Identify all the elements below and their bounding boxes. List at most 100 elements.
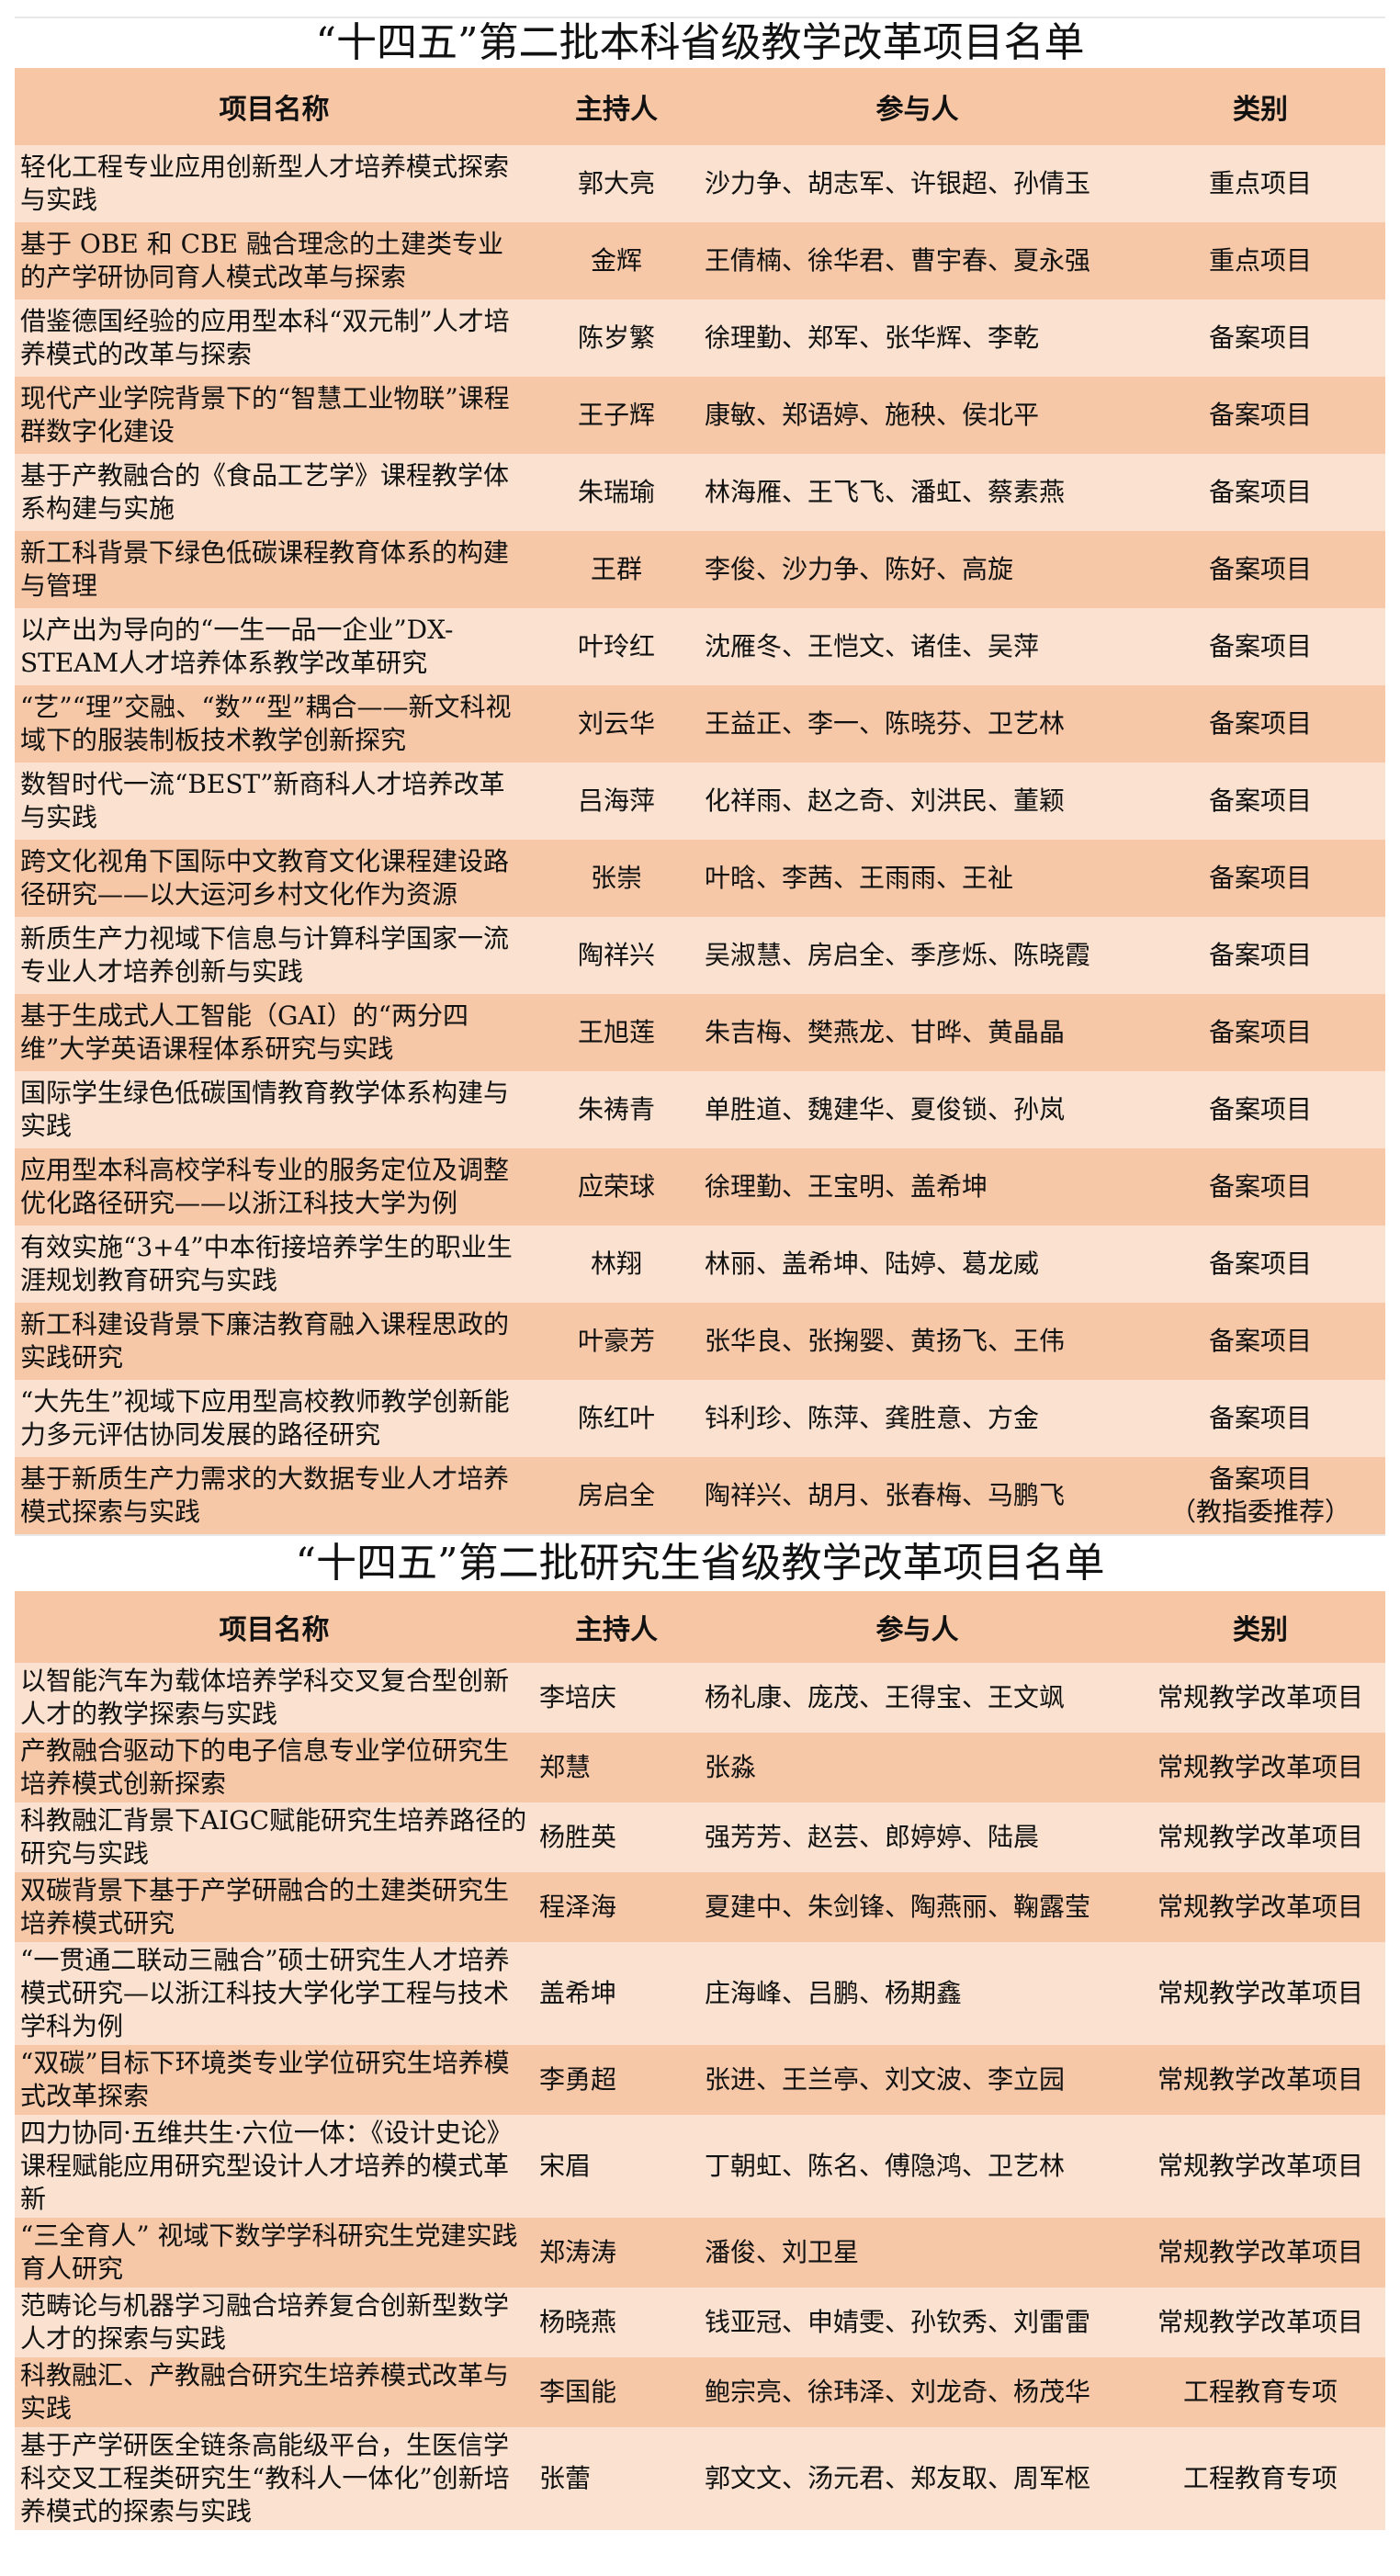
header-participants: 参与人 (699, 68, 1135, 145)
cell-host: 应荣球 (534, 1148, 699, 1226)
table-row: 现代产业学院背景下的“智慧工业物联”课程群数字化建设 王子辉 康敏、郑语婷、施秧、侯… (15, 377, 1385, 454)
cell-host: 郑涛涛 (534, 2218, 699, 2288)
cell-participants: 康敏、郑语婷、施秧、侯北平 (699, 377, 1135, 454)
cell-category: 重点项目 (1135, 222, 1385, 299)
cell-host: 王子辉 (534, 377, 699, 454)
table-row: 数智时代一流“BEST”新商科人才培养改革与实践 吕海萍 化祥雨、赵之奇、刘洪民、董… (15, 763, 1385, 840)
cell-host: 张蕾 (534, 2427, 699, 2530)
cell-participants: 单胜道、魏建华、夏俊锁、孙岚 (699, 1071, 1135, 1148)
cell-participants: 王益正、李一、陈晓芬、卫艺林 (699, 685, 1135, 763)
table-row: 产教融合驱动下的电子信息专业学位研究生培养模式创新探索 郑慧 张淼 常规教学改革项目 (15, 1733, 1385, 1802)
undergrad-title: “十四五”第二批本科省级教学改革项目名单 (15, 17, 1385, 68)
cell-host: 叶玲红 (534, 608, 699, 685)
cell-host: 李培庆 (534, 1663, 699, 1733)
table-row: 借鉴德国经验的应用型本科“双元制”人才培养模式的改革与探索 陈岁繁 徐理勤、郑军、张… (15, 299, 1385, 377)
cell-category: 备案项目 (1135, 994, 1385, 1071)
header-host: 主持人 (534, 1591, 699, 1663)
cell-participants: 钭利珍、陈萍、龚胜意、方金 (699, 1380, 1135, 1457)
table-header: 项目名称 主持人 参与人 类别 (15, 1591, 1385, 1663)
cell-participants: 钱亚冠、申婧雯、孙钦秀、刘雷雷 (699, 2288, 1135, 2357)
cell-host: 陈红叶 (534, 1380, 699, 1457)
cell-category: 备案项目 (1135, 531, 1385, 608)
cell-category: 备案项目 (1135, 840, 1385, 917)
cell-host: 陈岁繁 (534, 299, 699, 377)
cell-participants: 朱吉梅、樊燕龙、甘晔、黄晶晶 (699, 994, 1135, 1071)
table-row: 基于 OBE 和 CBE 融合理念的土建类专业的产学研协同育人模式改革与探索 金辉… (15, 222, 1385, 299)
cell-host: 郭大亮 (534, 145, 699, 222)
header-project-name: 项目名称 (15, 68, 534, 145)
cell-participants: 沙力争、胡志军、许银超、孙倩玉 (699, 145, 1135, 222)
cell-participants: 李俊、沙力争、陈好、高旋 (699, 531, 1135, 608)
table-row: 四力协同·五维共生·六位一体：《设计史论》课程赋能应用研究型设计人才培养的模式革… (15, 2115, 1385, 2218)
table-row: “大先生”视域下应用型高校教师教学创新能力多元评估协同发展的路径研究 陈红叶 钭利珍… (15, 1380, 1385, 1457)
graduate-title: “十四五”第二批研究生省级教学改革项目名单 (15, 1534, 1385, 1591)
cell-project-name: 基于新质生产力需求的大数据专业人才培养模式探索与实践 (15, 1457, 534, 1534)
cell-participants: 林丽、盖希坤、陆婷、葛龙威 (699, 1226, 1135, 1303)
table-row: “双碳”目标下环境类专业学位研究生培养模式改革探索 李勇超 张进、王兰亭、刘文波、李… (15, 2045, 1385, 2115)
cell-project-name: “三全育人” 视域下数学学科研究生党建实践育人研究 (15, 2218, 534, 2288)
cell-category: 常规教学改革项目 (1135, 1942, 1385, 2045)
cell-category: 常规教学改革项目 (1135, 1872, 1385, 1942)
cell-category: 常规教学改革项目 (1135, 1802, 1385, 1872)
cell-category: 备案项目 (1135, 1148, 1385, 1226)
table-row: 以智能汽车为载体培养学科交叉复合型创新人才的教学探索与实践 李培庆 杨礼康、庞茂、王… (15, 1663, 1385, 1733)
cell-project-name: 有效实施“3+4”中本衔接培养学生的职业生涯规划教育研究与实践 (15, 1226, 534, 1303)
cell-category: 工程教育专项 (1135, 2357, 1385, 2427)
cell-project-name: 基于 OBE 和 CBE 融合理念的土建类专业的产学研协同育人模式改革与探索 (15, 222, 534, 299)
cell-participants: 徐理勤、王宝明、盖希坤 (699, 1148, 1135, 1226)
header-category: 类别 (1135, 68, 1385, 145)
cell-category: 备案项目 (1135, 454, 1385, 531)
header-host: 主持人 (534, 68, 699, 145)
table-row: 科教融汇背景下AIGC赋能研究生培养路径的研究与实践 杨胜英 强芳芳、赵芸、郎婷婷、… (15, 1802, 1385, 1872)
cell-category: 常规教学改革项目 (1135, 1733, 1385, 1802)
table-row: 有效实施“3+4”中本衔接培养学生的职业生涯规划教育研究与实践 林翔 林丽、盖希坤、… (15, 1226, 1385, 1303)
document: “十四五”第二批本科省级教学改革项目名单 项目名称 主持人 参与人 类别 轻化工… (15, 17, 1385, 2530)
cell-participants: 张进、王兰亭、刘文波、李立园 (699, 2045, 1135, 2115)
table-row: 科教融汇、产教融合研究生培养模式改革与实践 李国能 鲍宗亮、徐玮泽、刘龙奇、杨茂华工… (15, 2357, 1385, 2427)
cell-host: 盖希坤 (534, 1942, 699, 2045)
cell-category: 常规教学改革项目 (1135, 1663, 1385, 1733)
table-header: 项目名称 主持人 参与人 类别 (15, 68, 1385, 145)
cell-participants: 化祥雨、赵之奇、刘洪民、董颖 (699, 763, 1135, 840)
cell-category: 备案项目 (1135, 763, 1385, 840)
cell-participants: 郭文文、汤元君、郑友取、周军枢 (699, 2427, 1135, 2530)
cell-participants: 吴淑慧、房启全、季彦烁、陈晓霞 (699, 917, 1135, 994)
cell-host: 朱祷青 (534, 1071, 699, 1148)
cell-host: 吕海萍 (534, 763, 699, 840)
cell-project-name: 现代产业学院背景下的“智慧工业物联”课程群数字化建设 (15, 377, 534, 454)
table-row: 应用型本科高校学科专业的服务定位及调整优化路径研究——以浙江科技大学为例 应荣球徐… (15, 1148, 1385, 1226)
cell-host: 杨胜英 (534, 1802, 699, 1872)
table-row: 跨文化视角下国际中文教育文化课程建设路径研究——以大运河乡村文化作为资源 张崇 叶晗… (15, 840, 1385, 917)
cell-host: 李勇超 (534, 2045, 699, 2115)
table-row: 基于生成式人工智能（GAI）的“两分四维”大学英语课程体系研究与实践 王旭莲 朱吉梅… (15, 994, 1385, 1071)
cell-participants: 王倩楠、徐华君、曹宇春、夏永强 (699, 222, 1135, 299)
cell-category: 常规教学改革项目 (1135, 2045, 1385, 2115)
cell-participants: 庄海峰、吕鹏、杨期鑫 (699, 1942, 1135, 2045)
cell-host: 王旭莲 (534, 994, 699, 1071)
table-row: 范畴论与机器学习融合培养复合创新型数学人才的探索与实践 杨晓燕 钱亚冠、申婧雯、孙钦… (15, 2288, 1385, 2357)
table-row: 国际学生绿色低碳国情教育教学体系构建与实践 朱祷青 单胜道、魏建华、夏俊锁、孙岚 备案… (15, 1071, 1385, 1148)
cell-project-name: 双碳背景下基于产学研融合的土建类研究生培养模式研究 (15, 1872, 534, 1942)
cell-project-name: 跨文化视角下国际中文教育文化课程建设路径研究——以大运河乡村文化作为资源 (15, 840, 534, 917)
cell-participants: 张华良、张掬婴、黄扬飞、王伟 (699, 1303, 1135, 1380)
cell-project-name: 借鉴德国经验的应用型本科“双元制”人才培养模式的改革与探索 (15, 299, 534, 377)
cell-project-name: 基于生成式人工智能（GAI）的“两分四维”大学英语课程体系研究与实践 (15, 994, 534, 1071)
cell-project-name: 新质生产力视域下信息与计算科学国家一流专业人才培养创新与实践 (15, 917, 534, 994)
cell-project-name: 应用型本科高校学科专业的服务定位及调整优化路径研究——以浙江科技大学为例 (15, 1148, 534, 1226)
table-row: 新质生产力视域下信息与计算科学国家一流专业人才培养创新与实践 陶祥兴 吴淑慧、房启全… (15, 917, 1385, 994)
cell-host: 刘云华 (534, 685, 699, 763)
table-row: 新工科建设背景下廉洁教育融入课程思政的实践研究 叶豪芳 张华良、张掬婴、黄扬飞、王伟… (15, 1303, 1385, 1380)
cell-category: 常规教学改革项目 (1135, 2115, 1385, 2218)
table-row: 基于产教融合的《食品工艺学》课程教学体系构建与实施 朱瑞瑜 林海雁、王飞飞、潘虹、蔡… (15, 454, 1385, 531)
cell-project-name: 范畴论与机器学习融合培养复合创新型数学人才的探索与实践 (15, 2288, 534, 2357)
cell-project-name: “一贯通二联动三融合”硕士研究生人才培养模式研究—以浙江科技大学化学工程与技术学… (15, 1942, 534, 2045)
header-participants: 参与人 (699, 1591, 1135, 1663)
cell-category: 备案项目 (1135, 377, 1385, 454)
cell-participants: 强芳芳、赵芸、郎婷婷、陆晨 (699, 1802, 1135, 1872)
cell-category: 备案项目 (1135, 685, 1385, 763)
cell-participants: 夏建中、朱剑锋、陶燕丽、鞠露莹 (699, 1872, 1135, 1942)
cell-project-name: 基于产学研医全链条高能级平台，生医信学科交叉工程类研究生“教科人一体化”创新培养… (15, 2427, 534, 2530)
cell-category: 工程教育专项 (1135, 2427, 1385, 2530)
cell-project-name: 以智能汽车为载体培养学科交叉复合型创新人才的教学探索与实践 (15, 1663, 534, 1733)
cell-project-name: 产教融合驱动下的电子信息专业学位研究生培养模式创新探索 (15, 1733, 534, 1802)
